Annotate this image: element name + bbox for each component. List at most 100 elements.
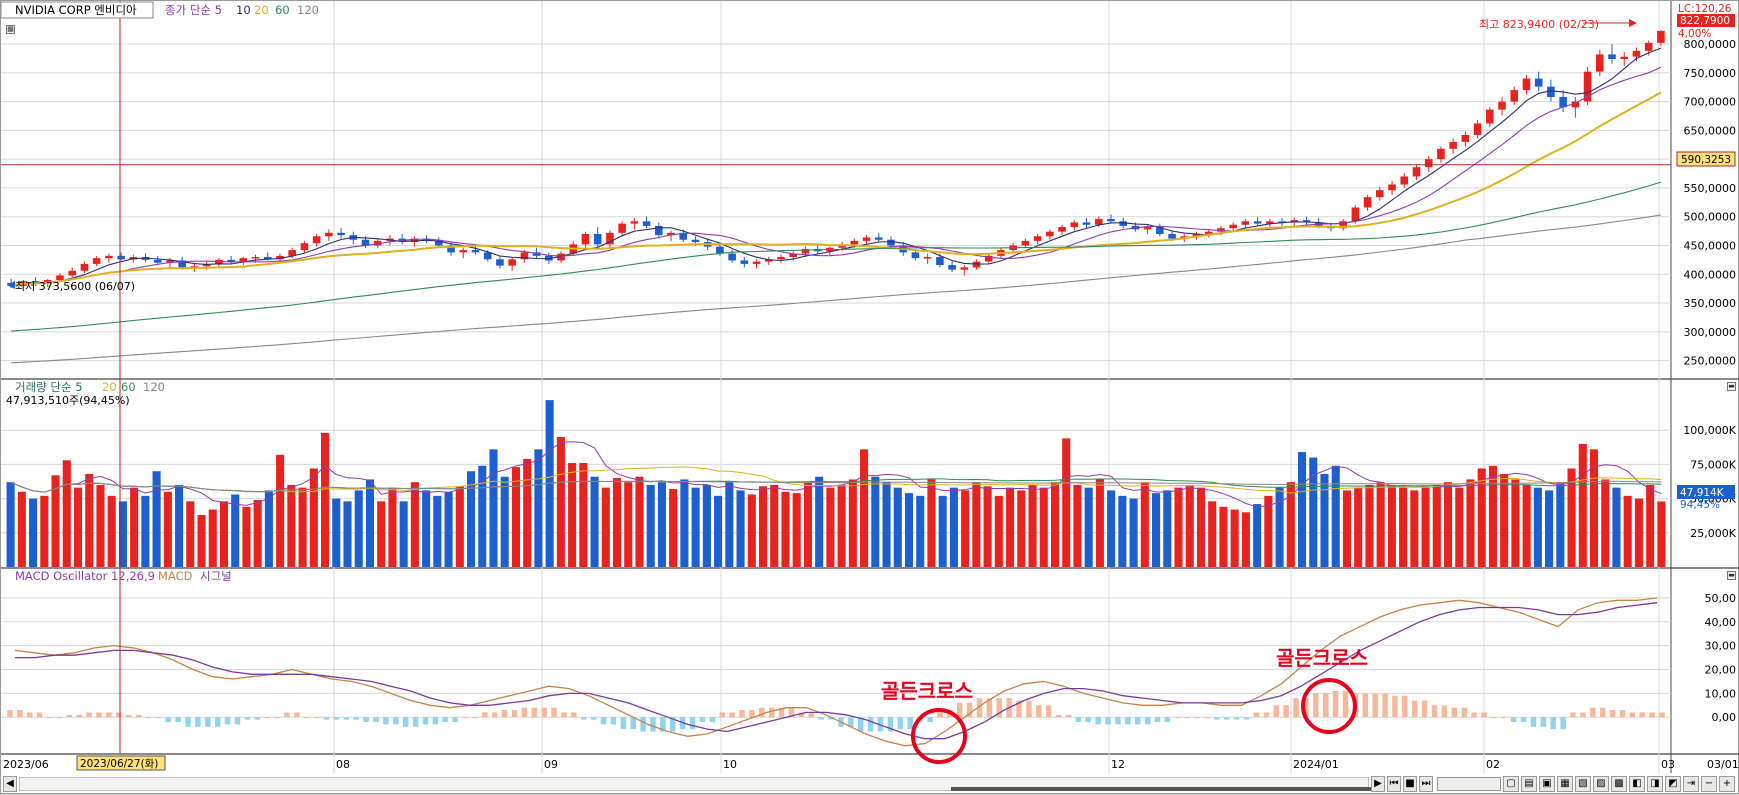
candle-body xyxy=(288,250,296,256)
candle-body xyxy=(960,267,969,270)
candle-body xyxy=(1278,221,1286,223)
macd-oscillator-bar xyxy=(1293,698,1299,718)
volume-bar xyxy=(1376,482,1385,567)
price-tick-label: 300,0000 xyxy=(1684,326,1737,339)
macd-oscillator-bar xyxy=(1342,690,1349,718)
volume-legend-p120: 120 xyxy=(143,380,165,394)
macd-oscillator-bar xyxy=(689,717,696,730)
stop-icon[interactable]: ■ xyxy=(1403,776,1417,792)
macd-oscillator-bar xyxy=(867,717,874,732)
scroll-end-icon[interactable]: ⇥ xyxy=(1683,776,1699,792)
volume-bar xyxy=(1545,490,1554,567)
macd-oscillator-bar xyxy=(670,717,676,732)
tool-icon-10[interactable]: ◩ xyxy=(1665,776,1681,792)
tool-icon-8[interactable]: ◧ xyxy=(1629,776,1645,792)
volume-bar xyxy=(422,490,431,567)
scroll-right-button[interactable]: ▶ xyxy=(1371,776,1385,792)
tool-icon-9[interactable]: ◨ xyxy=(1647,776,1663,792)
volume-bar xyxy=(758,486,768,567)
macd-oscillator-bar xyxy=(244,717,251,720)
macd-oscillator-bar xyxy=(1095,717,1101,725)
macd-oscillator-bar xyxy=(749,710,755,718)
candle-body xyxy=(1486,109,1494,124)
tool-icon-6[interactable]: ▨ xyxy=(1593,776,1609,792)
volume-panel-collapse-icon[interactable]: ▬ xyxy=(1727,382,1736,391)
volume-bar xyxy=(186,501,195,567)
volume-bar xyxy=(1286,482,1295,567)
zoom-out-icon[interactable]: − xyxy=(1701,776,1717,792)
x-axis-label: 03 xyxy=(1661,758,1675,771)
macd-oscillator-bar xyxy=(1461,707,1467,718)
macd-oscillator-bar xyxy=(1412,700,1418,718)
candle-body xyxy=(337,232,345,236)
scroll-thumb[interactable] xyxy=(951,787,1371,791)
macd-oscillator-bar xyxy=(135,714,142,718)
candle-body xyxy=(263,257,272,260)
candle-body xyxy=(520,252,529,260)
macd-oscillator-bar xyxy=(848,717,854,727)
volume-bar xyxy=(961,490,970,567)
volume-bar xyxy=(1601,479,1610,567)
last-page-icon[interactable]: ⏭ xyxy=(1419,776,1433,792)
macd-oscillator-bar xyxy=(1135,717,1141,725)
volume-bar xyxy=(871,476,880,567)
macd-oscillator-bar xyxy=(759,707,765,718)
macd-panel-collapse-icon[interactable]: ▬ xyxy=(1727,571,1736,580)
candle-body xyxy=(1266,221,1274,224)
price-tick-label: 650,0000 xyxy=(1684,124,1737,137)
tool-icon-5[interactable]: ▧ xyxy=(1575,776,1591,792)
macd-oscillator-bar xyxy=(1451,707,1458,718)
macd-oscillator-bar xyxy=(996,698,1002,718)
volume-bar xyxy=(399,501,408,567)
volume-bar xyxy=(6,482,15,567)
ma120-line xyxy=(11,214,1661,364)
tool-icon-4[interactable]: ▦ xyxy=(1557,776,1573,792)
volume-bar xyxy=(500,476,509,567)
macd-oscillator-bar xyxy=(224,717,231,725)
macd-oscillator-bar xyxy=(858,717,864,732)
volume-bar xyxy=(1657,501,1666,567)
macd-oscillator-bar xyxy=(155,717,162,719)
candle-body xyxy=(483,252,492,260)
candle-body xyxy=(532,252,541,256)
macd-oscillator-bar xyxy=(650,717,656,732)
candle-body xyxy=(581,233,590,245)
macd-oscillator-bar xyxy=(1392,695,1398,718)
tool-icon-7[interactable]: ▩ xyxy=(1611,776,1627,792)
candle-body xyxy=(1046,231,1054,237)
volume-current-text: 47,914K xyxy=(1680,487,1725,499)
candle-body xyxy=(1437,148,1445,160)
volume-bar xyxy=(938,495,947,567)
first-page-icon[interactable]: ⏮ xyxy=(1387,776,1401,792)
macd-oscillator-bar xyxy=(96,712,102,718)
macd-oscillator-bar xyxy=(86,712,92,718)
candle-body xyxy=(618,223,626,233)
macd-oscillator-bar xyxy=(610,717,617,725)
tool-icon-2[interactable]: ▤ xyxy=(1521,776,1537,792)
macd-oscillator-bar xyxy=(1540,717,1547,727)
zoom-in-icon[interactable]: + xyxy=(1719,776,1735,792)
panel-toggle-icon[interactable]: ▦ xyxy=(6,25,15,34)
macd-oscillator-bar xyxy=(1313,693,1319,718)
macd-oscillator-bar xyxy=(1372,693,1378,718)
scroll-left-button[interactable]: ◀ xyxy=(3,776,17,792)
volume-bar xyxy=(949,487,958,567)
macd-oscillator-bar xyxy=(1144,717,1151,725)
macd-oscillator-bar xyxy=(313,717,320,719)
macd-oscillator-bar xyxy=(1609,710,1616,718)
volume-bar xyxy=(354,490,363,567)
volume-bar xyxy=(242,506,251,567)
volume-bar xyxy=(298,487,307,567)
volume-bar xyxy=(264,490,273,567)
volume-bar xyxy=(1443,482,1453,567)
macd-oscillator-bar xyxy=(1263,712,1270,718)
volume-bar xyxy=(1567,468,1576,567)
volume-bar xyxy=(590,476,599,567)
volume-bar xyxy=(837,484,846,567)
tool-icon-1[interactable]: ▢ xyxy=(1503,776,1519,792)
tool-icon-3[interactable]: ▣ xyxy=(1539,776,1555,792)
zoom-slider[interactable] xyxy=(1437,777,1501,791)
macd-oscillator-bar xyxy=(76,714,82,718)
volume-bar xyxy=(1320,473,1329,567)
volume-bar xyxy=(388,487,397,567)
